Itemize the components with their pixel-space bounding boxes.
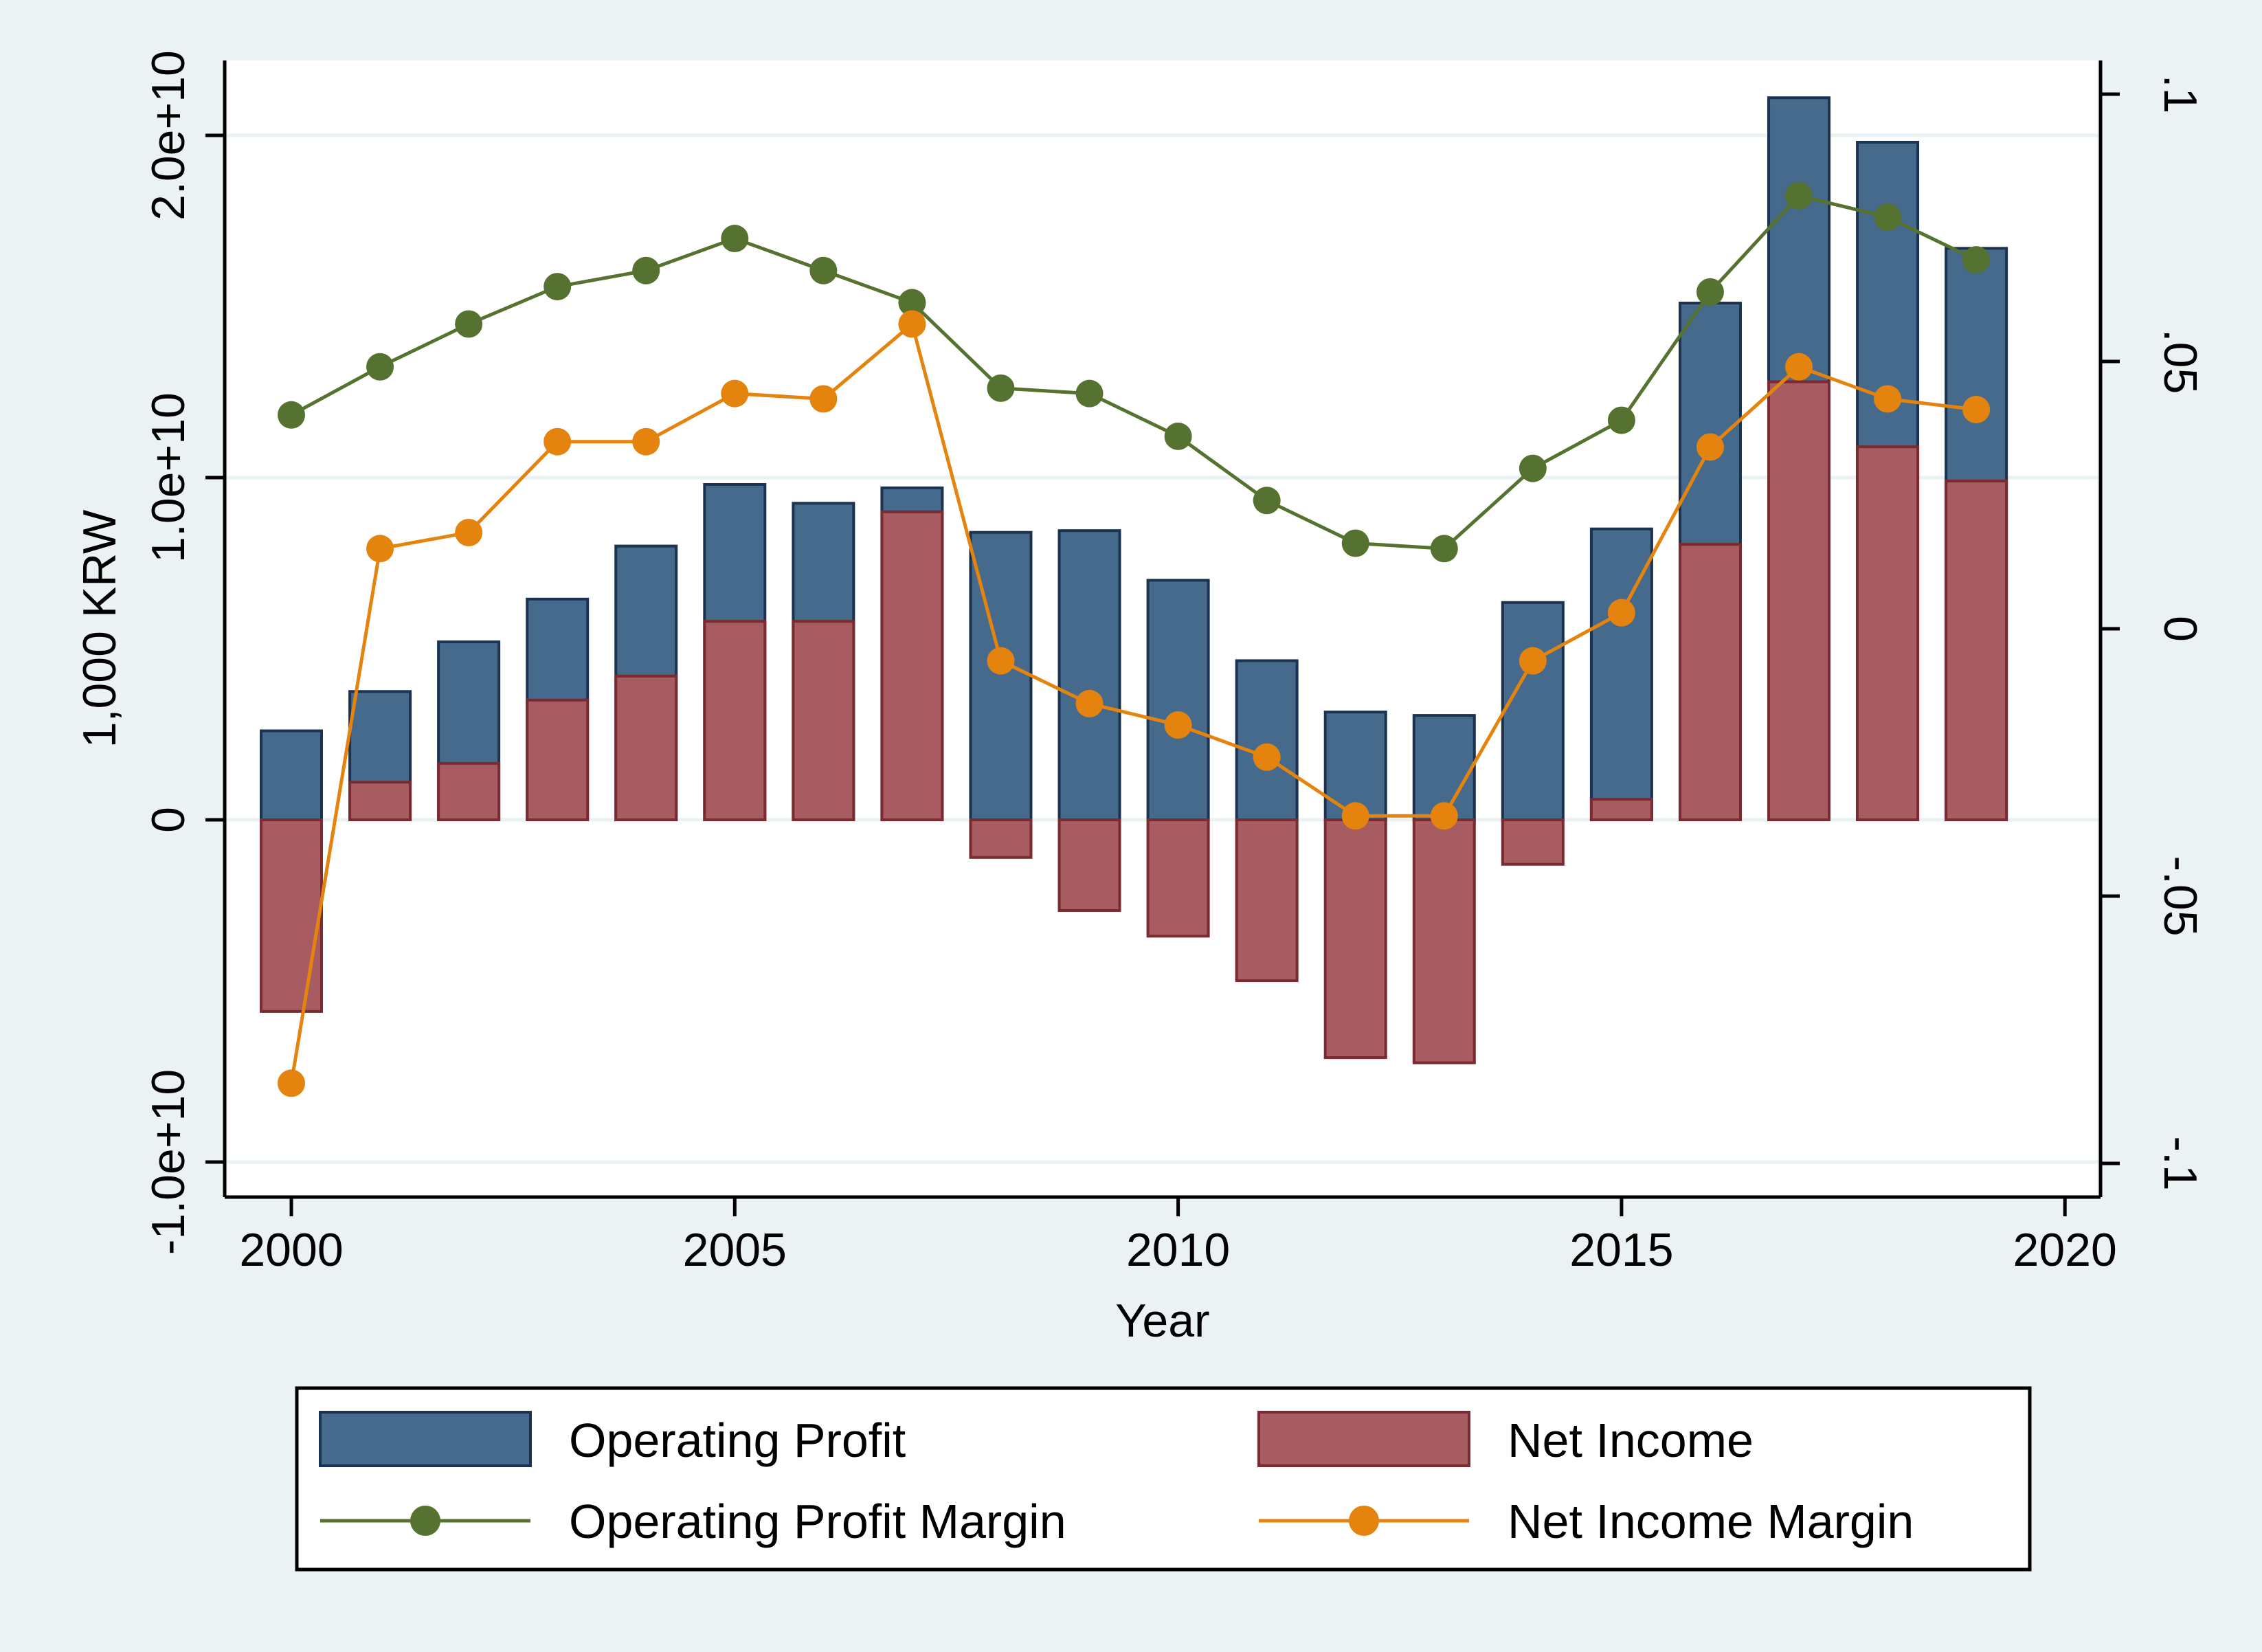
marker-net-income-margin [544, 427, 572, 456]
y-tick-label-right: .05 [2154, 329, 2206, 394]
marker-operating-profit-margin [987, 374, 1015, 402]
marker-net-income-margin [1341, 802, 1369, 830]
bar-net-income [703, 620, 767, 821]
bar-net-income [1501, 818, 1565, 866]
bar-operating-profit [1057, 529, 1121, 821]
line-operating-profit-margin [290, 194, 1978, 550]
legend-label-operating-profit: Operating Profit [569, 1414, 906, 1467]
marker-net-income-margin [1785, 353, 1813, 381]
line-net-income-margin [289, 322, 1977, 1084]
marker-net-income-margin [721, 379, 749, 408]
x-tick-label: 2005 [683, 1224, 787, 1276]
bar-operating-profit [1235, 659, 1299, 821]
bar-net-income [880, 510, 944, 821]
marker-net-income-margin [632, 427, 660, 456]
bar-net-income [1323, 818, 1387, 1060]
marker-net-income-margin [455, 518, 483, 546]
marker-operating-profit-margin [1430, 535, 1458, 563]
marker-operating-profit-margin [1874, 203, 1902, 231]
legend-marker-operating-profit-margin [410, 1506, 440, 1536]
bar-net-income [526, 698, 590, 822]
marker-operating-profit-margin [898, 289, 926, 317]
bar-net-income [1057, 818, 1121, 912]
x-tick-label: 2000 [239, 1224, 343, 1276]
bar-operating-profit [1501, 601, 1565, 822]
legend-swatch-net-income [1257, 1411, 1470, 1467]
y-tick-label-right: .1 [2154, 75, 2206, 114]
marker-net-income-margin [1519, 647, 1547, 675]
y-tick-label-right: -.1 [2154, 1136, 2206, 1190]
marker-net-income-margin [898, 310, 926, 338]
marker-operating-profit-margin [1607, 406, 1635, 434]
axes: 2000 2005 2010 2015 2020 -1.0e+10 0 1.0e+10 2.0e… [142, 50, 2206, 1276]
bar-net-income [1856, 445, 1920, 821]
marker-net-income-margin [1874, 385, 1902, 413]
bar-net-income [1767, 380, 1831, 821]
marker-net-income-margin [809, 385, 838, 413]
y-tick-label-right: -.05 [2154, 856, 2206, 936]
legend-box [295, 1386, 2032, 1572]
bar-net-income [792, 620, 855, 821]
bar-operating-profit [260, 729, 323, 822]
bar-net-income [260, 818, 323, 1013]
x-tick-label: 2015 [1569, 1224, 1673, 1276]
legend-marker-net-income-margin [1349, 1506, 1379, 1536]
marker-net-income-margin [1607, 599, 1635, 627]
marker-operating-profit-margin [1341, 529, 1369, 557]
bar-net-income [969, 818, 1033, 859]
bar-net-income [1146, 818, 1210, 938]
marker-operating-profit-margin [632, 256, 660, 284]
marker-net-income-margin [1253, 743, 1281, 771]
marker-operating-profit-margin [1075, 379, 1104, 408]
legend-swatch-operating-profit [319, 1411, 532, 1467]
marker-operating-profit-margin [455, 310, 483, 338]
marker-operating-profit-margin [721, 225, 749, 253]
x-tick-label: 2020 [2013, 1224, 2117, 1276]
lines [278, 181, 1991, 1097]
marker-operating-profit-margin [366, 353, 394, 381]
bar-net-income [1678, 543, 1742, 821]
marker-net-income-margin [1075, 689, 1104, 717]
legend-label-net-income: Net Income [1508, 1414, 1754, 1467]
marker-net-income-margin [366, 535, 394, 563]
marker-operating-profit-margin [1253, 487, 1281, 515]
y-tick-label-left: -1.0e+10 [142, 1069, 194, 1255]
y-tick-label-right: 0 [2154, 616, 2206, 642]
marker-operating-profit-margin [1785, 181, 1813, 210]
marker-net-income-margin [1430, 802, 1458, 830]
marker-operating-profit-margin [1164, 422, 1192, 450]
marker-operating-profit-margin [544, 273, 572, 301]
legend-label-net-income-margin: Net Income Margin [1508, 1495, 1914, 1548]
marker-operating-profit-margin [1962, 246, 1991, 274]
bar-net-income [437, 761, 501, 821]
bar-net-income [1945, 479, 2008, 821]
x-axis-title: Year [1115, 1295, 1209, 1347]
legend: Operating Profit Net Income Operating Pr… [295, 1386, 2032, 1572]
bars [260, 96, 2008, 1064]
bar-net-income [1235, 818, 1299, 983]
bar-net-income [1589, 798, 1653, 821]
y-axis-title: 1,000 KRW [74, 510, 126, 748]
bar-operating-profit [1146, 579, 1210, 822]
marker-net-income-margin [1164, 711, 1192, 739]
marker-net-income-margin [987, 647, 1015, 675]
legend-label-operating-profit-margin: Operating Profit Margin [569, 1495, 1066, 1548]
marker-net-income-margin [278, 1069, 305, 1097]
x-tick-label: 2010 [1126, 1224, 1230, 1276]
marker-operating-profit-margin [809, 256, 838, 284]
marker-operating-profit-margin [278, 401, 305, 429]
bar-net-income [614, 674, 678, 822]
marker-operating-profit-margin [1696, 278, 1724, 306]
bar-net-income [348, 781, 412, 821]
y-tick-label-left: 1.0e+10 [142, 392, 194, 563]
y-tick-label-left: 0 [142, 807, 194, 833]
marker-net-income-margin [1696, 433, 1724, 461]
y-tick-label-left: 2.0e+10 [142, 50, 194, 221]
bar-net-income [1412, 818, 1476, 1064]
marker-operating-profit-margin [1519, 454, 1547, 482]
marker-net-income-margin [1962, 396, 1991, 424]
